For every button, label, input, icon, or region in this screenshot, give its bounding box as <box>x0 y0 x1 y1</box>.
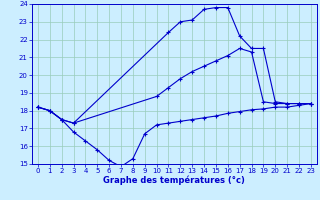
X-axis label: Graphe des températures (°c): Graphe des températures (°c) <box>103 176 245 185</box>
